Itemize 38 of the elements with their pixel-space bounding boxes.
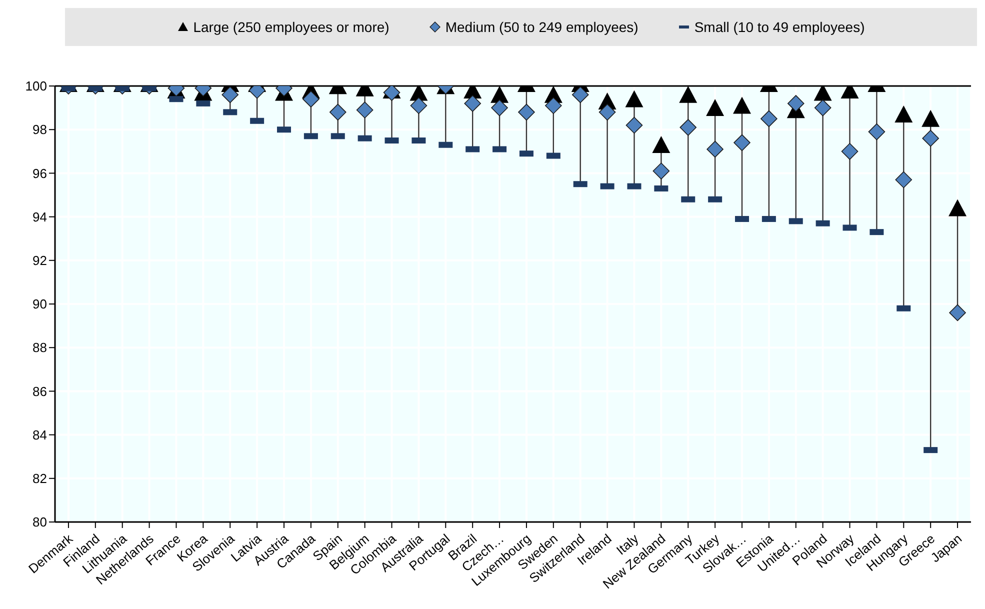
legend-label: Large (250 employees or more) xyxy=(193,19,390,35)
point xyxy=(572,86,589,104)
point xyxy=(949,304,966,322)
point xyxy=(787,95,804,112)
y-tick-label: 88 xyxy=(32,340,47,356)
legend-label: Medium (50 to 249 employees) xyxy=(445,19,638,35)
point xyxy=(302,90,320,108)
y-tick-label: 92 xyxy=(32,253,47,268)
y-tick-label: 94 xyxy=(32,209,47,224)
point xyxy=(760,110,778,128)
point xyxy=(814,99,832,116)
point xyxy=(706,140,724,158)
point xyxy=(329,104,346,121)
point xyxy=(464,95,481,112)
point xyxy=(895,171,912,188)
point xyxy=(680,119,697,136)
point xyxy=(491,99,508,116)
point xyxy=(868,123,886,140)
legend-label: Small (10 to 49 employees) xyxy=(694,19,865,35)
y-tick-label: 90 xyxy=(32,296,47,312)
y-tick-label: 86 xyxy=(32,384,47,399)
point xyxy=(734,134,750,152)
point xyxy=(922,130,939,147)
point xyxy=(356,102,374,118)
y-tick-label: 80 xyxy=(32,514,47,530)
point xyxy=(841,143,858,160)
point xyxy=(410,97,428,114)
point xyxy=(545,97,562,114)
y-tick-label: 96 xyxy=(32,166,47,181)
y-tick-label: 98 xyxy=(32,122,47,138)
point xyxy=(598,104,616,121)
point xyxy=(626,116,643,134)
y-tick-label: 100 xyxy=(25,78,47,94)
point xyxy=(222,86,239,104)
y-tick-label: 82 xyxy=(32,471,47,486)
point xyxy=(652,162,670,180)
y-tick-label: 84 xyxy=(32,427,47,442)
point xyxy=(518,104,535,121)
